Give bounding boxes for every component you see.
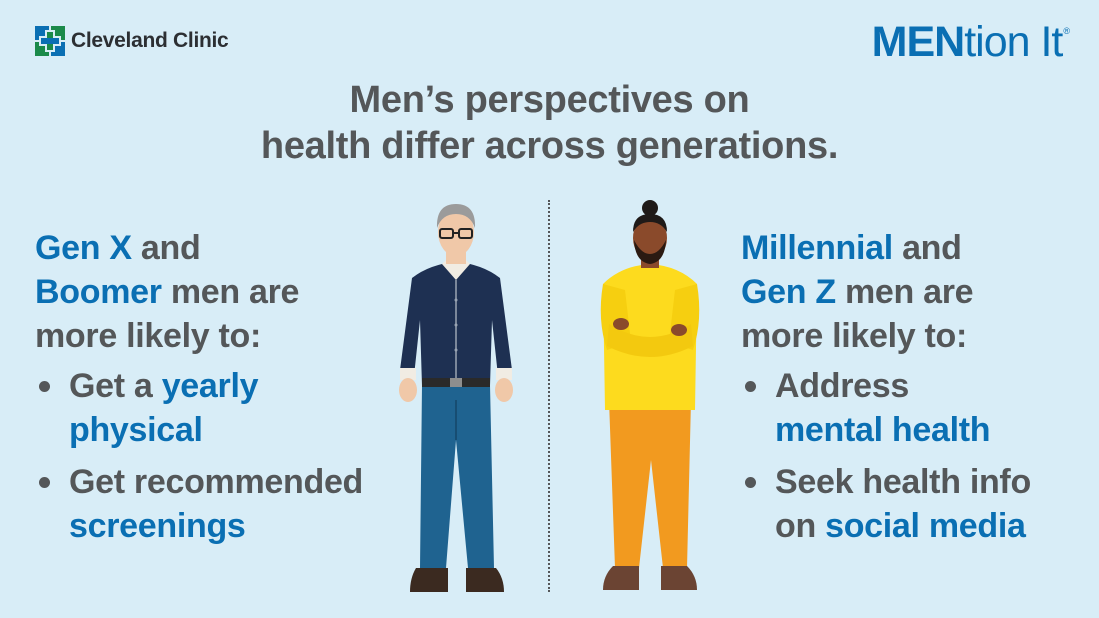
left-bullets: Get a yearly physical Get recommended sc…	[35, 364, 405, 548]
bullet-dot	[745, 477, 756, 488]
headline: Men’s perspectives on health differ acro…	[0, 77, 1099, 169]
right-and: and	[892, 229, 962, 267]
right-line1: Millennial and	[741, 226, 1081, 270]
list-item: Address mental health	[741, 364, 1081, 452]
left-line1: Gen X and	[35, 226, 405, 270]
younger-man-illustration	[600, 200, 700, 590]
list-item: Get a yearly physical	[35, 364, 405, 452]
brand-part1: MEN	[871, 18, 966, 66]
left-line3: more likely to:	[35, 317, 262, 355]
bullet-pre: Seek health info	[775, 463, 1031, 501]
right-bullets: Address mental health Seek health info o…	[741, 364, 1081, 548]
right-line3: more likely to:	[741, 317, 968, 355]
right-gen1: Millennial	[741, 229, 893, 267]
list-item: Get recommended screenings	[35, 460, 405, 548]
older-man-illustration	[399, 204, 513, 592]
list-item: Seek health info on social media	[741, 460, 1081, 548]
bullet-highlight: screenings	[69, 507, 246, 545]
cleveland-clinic-logo[interactable]: Cleveland Clinic	[35, 26, 229, 56]
logo-text: Cleveland Clinic	[71, 29, 229, 52]
dotted-divider	[548, 200, 550, 592]
left-and: and	[131, 229, 201, 267]
right-rest: men are	[835, 273, 974, 311]
bullet-pre2: on	[775, 507, 826, 545]
bullet-dot	[745, 381, 756, 392]
bullet-highlight: social media	[825, 507, 1026, 545]
left-line2: Boomer men are	[35, 270, 405, 314]
bullet-dot	[39, 477, 50, 488]
headline-line1: Men’s perspectives on	[349, 79, 750, 121]
bullet-pre: Get a	[69, 367, 162, 405]
bullet-dot	[39, 381, 50, 392]
bullet-highlight: physical	[69, 411, 203, 449]
left-gen1: Gen X	[35, 229, 132, 267]
left-rest: men are	[161, 273, 300, 311]
bullet-highlight: mental health	[775, 411, 991, 449]
headline-line2: health differ across generations.	[260, 125, 839, 167]
right-gen2: Gen Z	[741, 273, 836, 311]
left-column: Gen X and Boomer men are more likely to:…	[35, 226, 405, 556]
bullet-pre: Get recommended	[69, 463, 364, 501]
cleveland-clinic-cross-icon	[35, 26, 65, 56]
registered-mark: ®	[1063, 26, 1070, 36]
brand-part2: tion It	[964, 18, 1063, 66]
bullet-pre: Address	[775, 367, 909, 405]
right-line2: Gen Z men are	[741, 270, 1081, 314]
left-gen2: Boomer	[35, 273, 162, 311]
bullet-highlight: yearly	[161, 367, 259, 405]
mention-it-brand: MENtion It®	[871, 18, 1070, 67]
right-column: Millennial and Gen Z men are more likely…	[741, 226, 1081, 556]
